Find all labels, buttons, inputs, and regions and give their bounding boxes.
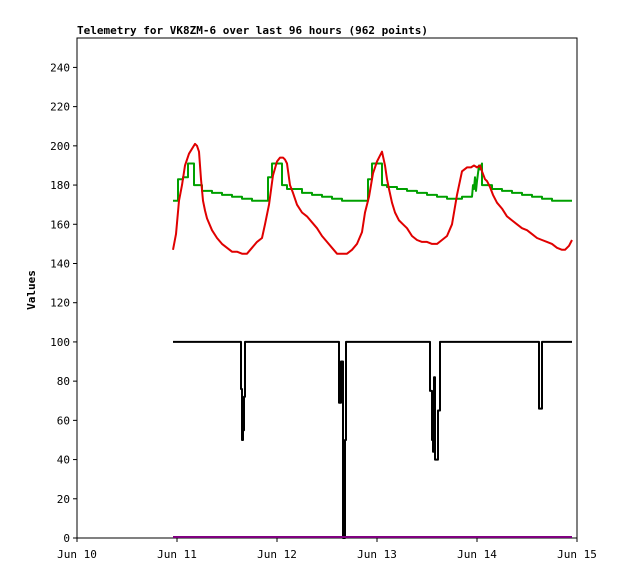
- y-tick-label: 40: [57, 454, 70, 467]
- x-tick-label: Jun 12: [257, 548, 297, 561]
- x-tick-label: Jun 14: [457, 548, 497, 561]
- y-axis-label: Values: [25, 270, 38, 310]
- y-tick-label: 220: [50, 101, 70, 114]
- series-layer: [172, 142, 573, 539]
- chart-title: Telemetry for VK8ZM-6 over last 96 hours…: [77, 24, 428, 37]
- y-tick-label: 200: [50, 140, 70, 153]
- y-tick-label: 120: [50, 297, 70, 310]
- y-tick-label: 0: [63, 532, 70, 545]
- y-tick-label: 80: [57, 375, 70, 388]
- y-tick-label: 140: [50, 257, 70, 270]
- y-axis: 0 20 40 60 80 100 120 140 160 180 200 220 240: [50, 61, 77, 545]
- x-tick-label: Jun 13: [357, 548, 397, 561]
- series-line-3: [173, 340, 572, 539]
- y-tick-label: 160: [50, 218, 70, 231]
- x-tick-label: Jun 11: [157, 548, 197, 561]
- y-tick-label: 180: [50, 179, 70, 192]
- series-line-2: [172, 142, 573, 255]
- x-tick-label: Jun 15: [557, 548, 597, 561]
- x-axis: Jun 10 Jun 11 Jun 12 Jun 13 Jun 14 Jun 15: [57, 538, 597, 561]
- series-line-1: [173, 162, 572, 202]
- x-tick-label: Jun 10: [57, 548, 97, 561]
- y-tick-label: 20: [57, 493, 70, 506]
- plot-area: [76, 37, 578, 539]
- y-tick-label: 100: [50, 336, 70, 349]
- y-tick-label: 60: [57, 414, 70, 427]
- y-tick-label: 240: [50, 61, 70, 74]
